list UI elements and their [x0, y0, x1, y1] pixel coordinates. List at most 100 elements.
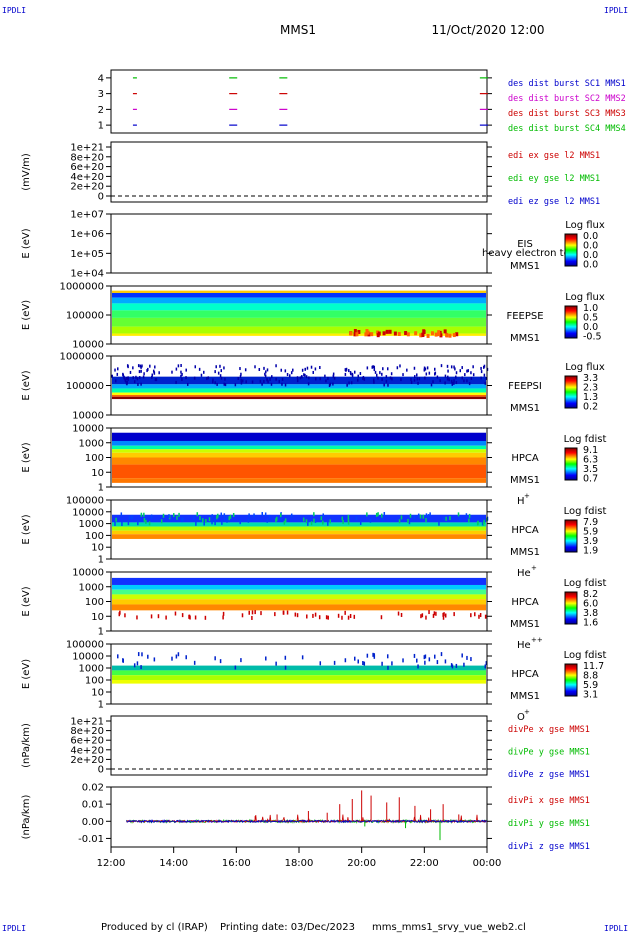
he-dot-116 [341, 516, 344, 521]
feepsi-dot-158 [332, 374, 335, 378]
ytick-label-hpca_hepp-0: 1 [98, 627, 104, 638]
hepp-dot-46 [157, 614, 160, 619]
o-dot-40 [461, 653, 463, 658]
colorbar-title-hpca_h: Log fdist [564, 434, 607, 445]
hepp-dot-42 [484, 614, 487, 619]
ytick-label-edi-5: 1e+21 [70, 143, 104, 154]
feepsi-dot-137 [461, 376, 464, 380]
feepsi-dot-146 [480, 370, 483, 374]
he-dot-85 [443, 516, 445, 521]
hepp-dot-23 [248, 610, 250, 615]
colorbar-tick-hpca_hepp-3: 1.6 [583, 618, 598, 629]
feepse-hot-9 [439, 333, 443, 338]
feepsi-dot-92 [270, 382, 273, 386]
feepsi-dot-142 [194, 365, 197, 369]
hepp-dot-57 [189, 615, 191, 620]
feepsi-dot-202 [214, 381, 216, 385]
legend-burst-1: des dist burst SC2 MMS2 [508, 94, 626, 104]
o-dot-49 [275, 661, 277, 666]
hepp-dot-1 [341, 615, 343, 620]
ytick-label-edi-2: 4e+20 [70, 172, 104, 183]
corner-label-top-right: IPDLI [604, 6, 628, 15]
feepsi-dot-226 [275, 364, 277, 368]
o-dot-0 [372, 652, 374, 657]
feepsi-dot-108 [374, 370, 377, 374]
feepsi-dot-246 [350, 372, 352, 376]
feepsi-dot-96 [263, 379, 265, 383]
band-hpca_h-0 [112, 432, 486, 441]
ytick-label-divpi-1: 0.00 [82, 817, 104, 828]
feepsi-dot-208 [219, 364, 221, 368]
he-dot-3 [182, 517, 184, 522]
spectrogram-feepse [112, 290, 486, 338]
feepsi-dot-43 [444, 374, 447, 378]
feepsi-dot-61 [271, 375, 273, 379]
he-dot-105 [239, 520, 241, 525]
species-charge-hpca_he: + [531, 564, 537, 572]
feepse-hot-26 [370, 332, 374, 337]
hepp-dot-14 [150, 614, 153, 619]
colorbar-tick-feepse-2: 0.0 [583, 322, 598, 333]
feepsi-dot-201 [385, 375, 388, 379]
feepsi-dot-186 [432, 380, 434, 384]
o-dot-22 [363, 661, 366, 666]
o-dot-19 [147, 654, 149, 659]
he-dot-112 [377, 512, 379, 517]
he-dot-95 [280, 517, 282, 522]
he-dot-77 [284, 518, 287, 523]
he-dot-52 [121, 521, 123, 526]
he-dot-9 [347, 514, 350, 519]
spacecraft-label-feepsi: MMS1 [510, 403, 540, 414]
o-dot-35 [141, 652, 143, 657]
feepse-hot-11 [385, 329, 389, 334]
feepsi-dot-88 [151, 373, 154, 377]
panel-frame-burst [110, 69, 488, 134]
hepp-dot-34 [433, 611, 436, 616]
feepsi-dot-47 [424, 367, 427, 371]
feepsi-dot-163 [470, 376, 473, 380]
colorbar-tick-feepse-3: -0.5 [583, 332, 602, 343]
feepsi-dot-24 [428, 371, 431, 375]
he-dot-54 [355, 516, 358, 521]
corner-label-top-left: IPDLI [2, 6, 26, 15]
feepsi-dot-16 [470, 371, 472, 375]
he-dot-115 [195, 521, 197, 526]
hepp-dot-26 [274, 612, 276, 617]
feepsi-dot-103 [381, 372, 383, 376]
feepsi-dot-42 [387, 383, 389, 387]
he-dot-43 [150, 514, 153, 519]
band-hpca_o-0 [112, 665, 486, 671]
feepsi-dot-73 [127, 376, 129, 380]
he-dot-62 [214, 521, 216, 526]
feepsi-dot-70 [137, 382, 139, 386]
feepse-hot-7 [382, 331, 386, 336]
xtick-label-0: 12:00 [97, 858, 126, 869]
legend-divpe-2: divPe z gse MMS1 [508, 770, 590, 780]
feepsi-dot-17 [175, 367, 178, 371]
feepsi-dot-178 [223, 366, 225, 370]
band-feepse-1 [112, 292, 486, 298]
feepsi-dot-183 [406, 368, 408, 372]
band-feepse-0 [112, 290, 486, 293]
feepsi-dot-122 [359, 372, 362, 376]
feepsi-dot-52 [373, 365, 376, 369]
feepsi-dot-81 [327, 376, 329, 380]
instrument-label-hpca_he: HPCA [511, 525, 539, 536]
feepsi-dot-34 [484, 381, 487, 385]
feepsi-dot-227 [373, 378, 375, 382]
footer-script-name: mms_mms1_srvy_vue_web2.cl [372, 922, 526, 933]
feepsi-dot-113 [382, 367, 384, 371]
colorbar-tick-hpca_he-1: 5.9 [583, 527, 598, 538]
o-dot-2 [171, 656, 173, 661]
colorbar-hpca_he [564, 519, 578, 553]
feepsi-dot-229 [126, 381, 128, 385]
hepp-dot-43 [294, 612, 297, 617]
ytick-label-hpca_h-2: 100 [85, 453, 104, 464]
spectrogram-hpca_h [112, 432, 486, 483]
o-dot-47 [424, 654, 427, 659]
feepsi-dot-3 [485, 376, 488, 380]
feepsi-dot-62 [418, 377, 421, 381]
feepsi-dot-230 [278, 379, 281, 383]
he-dot-24 [483, 519, 485, 524]
